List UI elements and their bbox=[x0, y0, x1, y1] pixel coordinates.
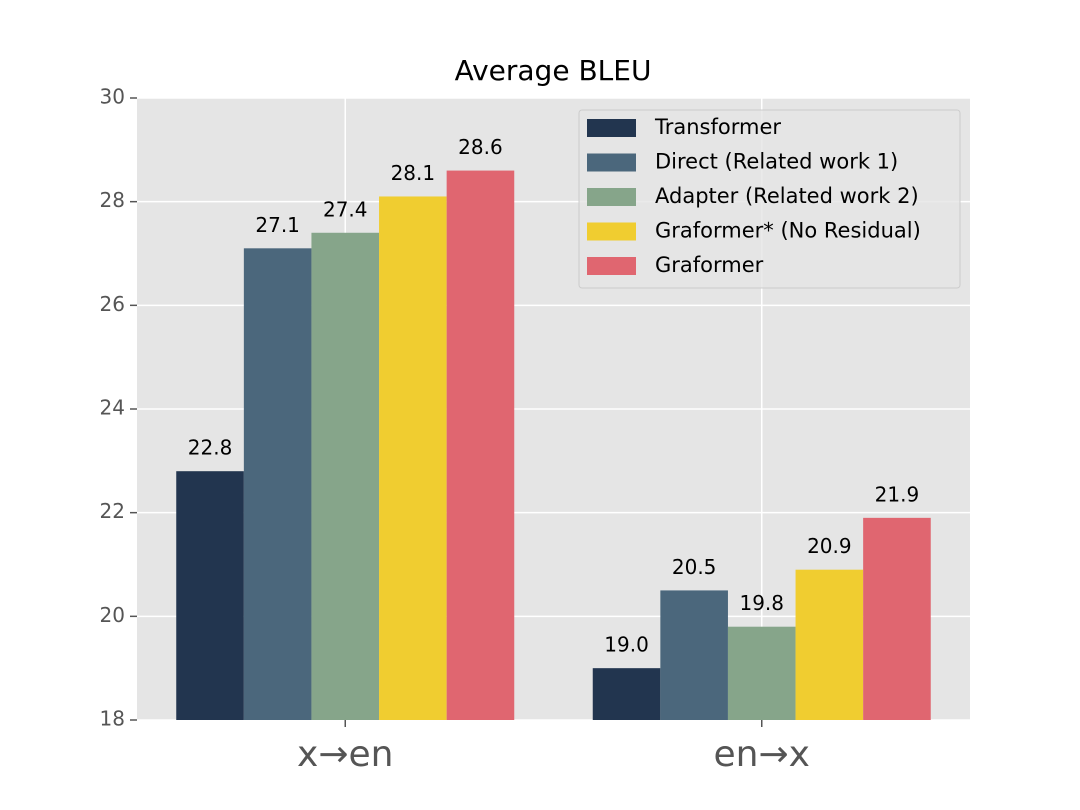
y-tick-label: 20 bbox=[100, 603, 125, 627]
bar bbox=[863, 517, 931, 720]
legend-swatch bbox=[587, 257, 636, 275]
bar bbox=[311, 232, 380, 720]
y-tick-label: 30 bbox=[100, 85, 125, 109]
legend-label: Graformer bbox=[655, 253, 764, 277]
value-label: 20.9 bbox=[807, 534, 852, 558]
y-tick-label: 24 bbox=[100, 396, 125, 420]
legend-swatch bbox=[587, 119, 636, 137]
legend-label: Graformer* (No Residual) bbox=[655, 219, 921, 243]
legend-label: Direct (Related work 1) bbox=[655, 150, 898, 174]
bar bbox=[243, 248, 312, 721]
x-tick-label: x→en bbox=[297, 734, 393, 775]
bar bbox=[592, 668, 661, 720]
legend-swatch bbox=[587, 153, 636, 172]
x-tick-label: en→x bbox=[714, 734, 810, 775]
y-tick-label: 22 bbox=[100, 499, 125, 523]
bar bbox=[176, 471, 244, 720]
legend-label: Transformer bbox=[654, 115, 781, 139]
y-tick-label: 18 bbox=[100, 707, 125, 731]
legend-box bbox=[578, 109, 961, 289]
value-label: 21.9 bbox=[875, 482, 920, 506]
value-label: 27.1 bbox=[255, 213, 300, 237]
legend-label: Adapter (Related work 2) bbox=[655, 184, 919, 208]
value-label: 22.8 bbox=[188, 436, 233, 460]
y-tick-label: 26 bbox=[100, 292, 125, 316]
value-label: 28.6 bbox=[458, 135, 503, 159]
bar bbox=[446, 170, 515, 721]
value-label: 19.0 bbox=[604, 633, 649, 657]
legend-swatch bbox=[587, 188, 636, 206]
chart-title: Average BLEU bbox=[455, 54, 652, 87]
bar bbox=[660, 590, 728, 720]
value-label: 20.5 bbox=[672, 555, 717, 579]
legend-swatch bbox=[587, 222, 636, 241]
bar bbox=[795, 569, 864, 720]
y-tick-label: 28 bbox=[100, 188, 125, 212]
value-label: 27.4 bbox=[323, 197, 368, 221]
bar bbox=[727, 626, 796, 720]
bar bbox=[379, 196, 447, 720]
value-label: 28.1 bbox=[391, 161, 436, 185]
value-label: 19.8 bbox=[739, 591, 784, 615]
